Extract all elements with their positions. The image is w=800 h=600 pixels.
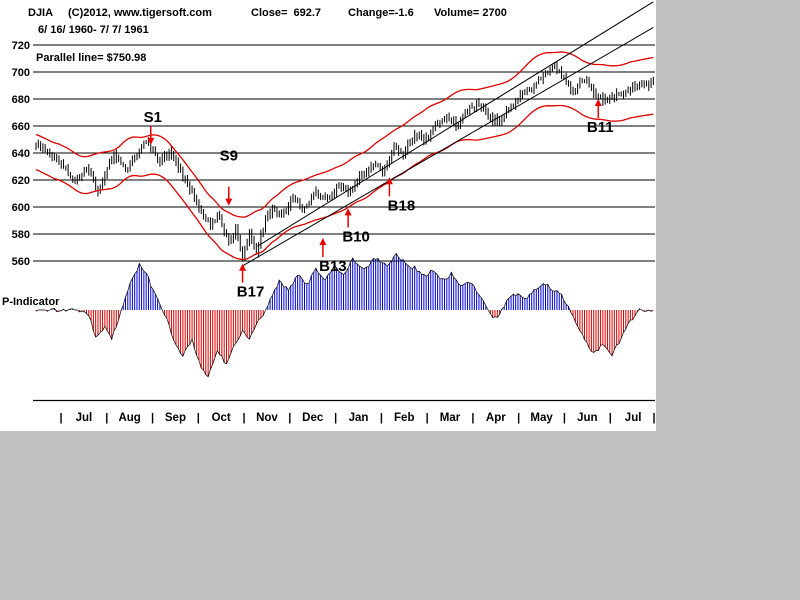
- y-tick-label: 580: [12, 229, 30, 241]
- trendline: [241, 27, 654, 267]
- x-tick-label: Aug: [118, 412, 140, 424]
- annotation-label: B13: [319, 258, 347, 275]
- copyright-label: (C)2012, www.tigersoft.com: [68, 7, 212, 19]
- x-tick-separator: |: [197, 412, 200, 424]
- x-tick-label: Apr: [486, 412, 506, 424]
- x-tick-separator: |: [609, 412, 612, 424]
- y-tick-label: 600: [12, 202, 30, 214]
- chart-panel: 720 700 680 660 640 620 600 580 560 | | | | | | | | | | | | |…: [0, 0, 656, 431]
- annotation-label: B17: [237, 284, 265, 301]
- x-tick-separator: |: [426, 412, 429, 424]
- volume-readout: Volume= 2700: [434, 7, 507, 19]
- x-tick-label: Feb: [394, 412, 414, 424]
- y-tick-label: 560: [12, 256, 30, 268]
- annotation-arrow: [319, 238, 327, 246]
- date-range-label: 6/ 16/ 1960- 7/ 7/ 1961: [38, 24, 149, 36]
- change-readout: Change=-1.6: [348, 7, 414, 19]
- annotation-label: B10: [342, 228, 370, 245]
- annotation-arrow: [225, 198, 233, 206]
- parallel-line-readout: Parallel line= $750.98: [36, 52, 147, 64]
- x-tick-label: Dec: [302, 412, 324, 424]
- ticker-label: DJIA: [28, 7, 54, 19]
- y-tick-label: 640: [12, 148, 30, 160]
- y-tick-label: 720: [12, 40, 30, 52]
- annotation-arrow: [385, 177, 393, 185]
- annotation-label: B18: [388, 197, 416, 214]
- lower-band: [35, 104, 654, 261]
- x-tick-separator: |: [105, 412, 108, 424]
- x-tick-separator: |: [517, 412, 520, 424]
- x-tick-separator: |: [652, 412, 655, 424]
- y-tick-label: 660: [12, 121, 30, 133]
- x-tick-separator: |: [380, 412, 383, 424]
- x-tick-separator: |: [471, 412, 474, 424]
- x-tick-label: Sep: [165, 412, 186, 424]
- x-tick-label: Jun: [577, 412, 597, 424]
- annotation-label: B11: [587, 119, 614, 136]
- annotation-arrow: [147, 137, 155, 145]
- x-tick-label: Jul: [76, 412, 93, 424]
- close-readout: Close= 692.7: [251, 7, 322, 19]
- x-tick-label: May: [530, 412, 553, 424]
- x-tick-separator: |: [151, 412, 154, 424]
- upper-band: [35, 51, 654, 218]
- x-tick-label: Jan: [349, 412, 369, 424]
- x-tick-label: Jul: [625, 412, 642, 424]
- x-tick-separator: |: [243, 412, 246, 424]
- p-indicator-label: P-Indicator: [2, 296, 60, 308]
- annotation-arrow: [239, 263, 247, 271]
- x-tick-separator: |: [563, 412, 566, 424]
- x-tick-label: Mar: [440, 412, 461, 424]
- price-chart-svg: 720 700 680 660 640 620 600 580 560 | | | | | | | | | | | | |…: [12, 1, 656, 424]
- annotation-label: S1: [144, 109, 162, 126]
- x-tick-label: Nov: [256, 412, 278, 424]
- y-tick-label: 620: [12, 175, 30, 187]
- trendline: [257, 1, 654, 247]
- y-tick-label: 680: [12, 94, 30, 106]
- annotation-arrow: [344, 208, 352, 216]
- histogram-outline: [35, 252, 654, 378]
- x-tick-separator: |: [334, 412, 337, 424]
- annotation-arrow: [594, 99, 602, 106]
- x-tick-separator: |: [59, 412, 62, 424]
- x-tick-separator: |: [288, 412, 291, 424]
- x-tick-label: Oct: [212, 412, 231, 424]
- annotation-label: S9: [220, 148, 238, 165]
- y-tick-label: 700: [12, 67, 30, 79]
